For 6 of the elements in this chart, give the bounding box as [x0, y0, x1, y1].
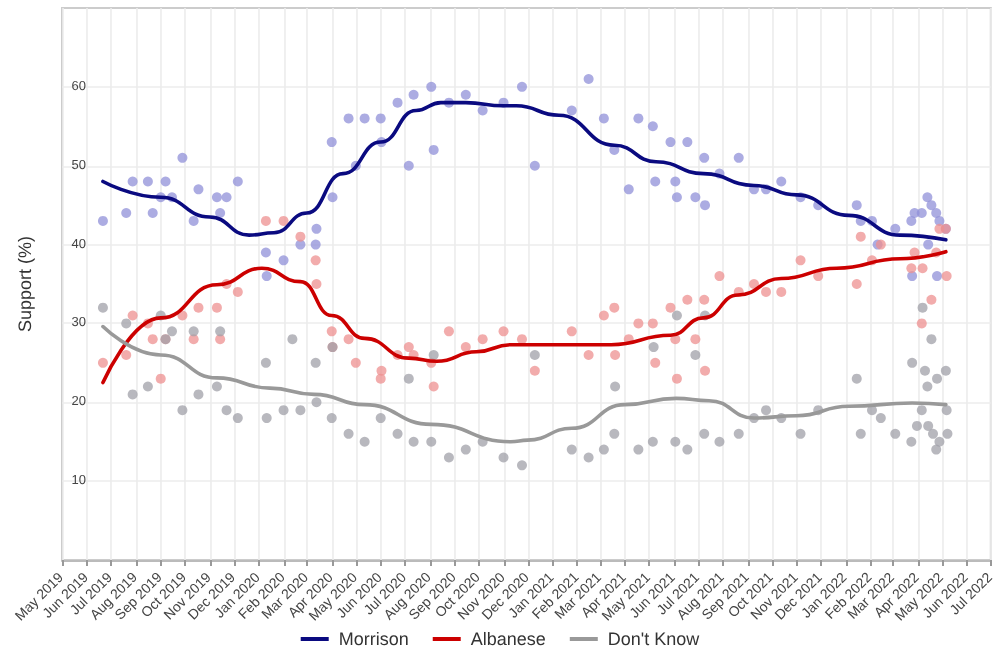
legend-label: Albanese [470, 629, 546, 649]
line-series [101, 249, 948, 385]
legend-label: Morrison [338, 629, 409, 649]
y-axis-title: Support (%) [15, 235, 35, 333]
line-series [101, 100, 948, 242]
legend-label: Don't Know [607, 629, 701, 649]
